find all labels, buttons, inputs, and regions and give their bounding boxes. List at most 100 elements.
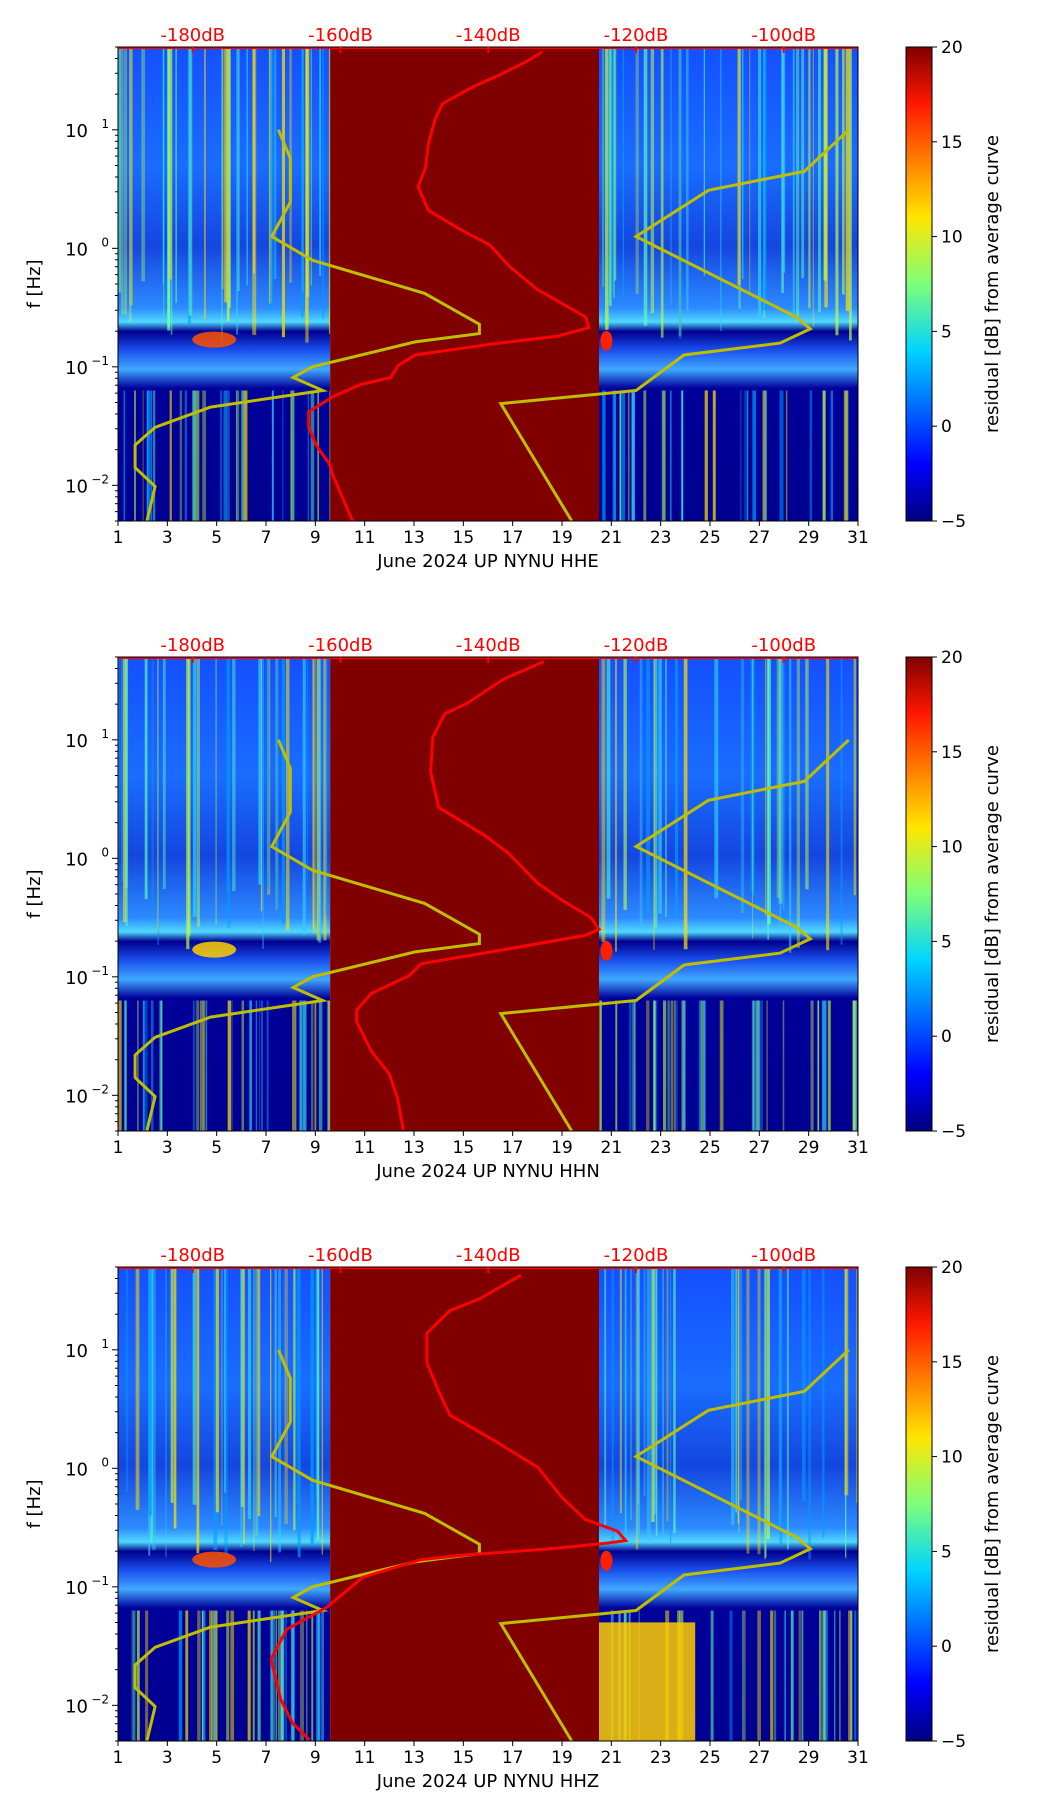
y-tick-exponent: −2 bbox=[91, 1692, 109, 1706]
spectrogram-streak bbox=[643, 47, 648, 326]
x-tick-label: 21 bbox=[601, 528, 623, 548]
y-tick-label: 10 bbox=[65, 239, 88, 260]
spectrogram-streak bbox=[661, 390, 663, 521]
spectrogram-streak bbox=[609, 47, 612, 306]
x-tick-label: 23 bbox=[650, 1138, 672, 1158]
spectrogram-streak bbox=[681, 390, 684, 521]
spectrogram-streak bbox=[792, 47, 795, 316]
spectrogram-streak bbox=[144, 1000, 148, 1131]
y-tick-label: 10 bbox=[65, 1578, 88, 1599]
spectrogram-streak bbox=[257, 1610, 261, 1741]
spectrogram-streak bbox=[853, 1000, 856, 1131]
x-tick-label: 19 bbox=[551, 1748, 573, 1768]
spectrogram-streak bbox=[646, 1000, 650, 1131]
spectrogram-streak bbox=[148, 1267, 153, 1516]
x-tick-label: 29 bbox=[798, 1138, 820, 1158]
x-tick-label: 27 bbox=[749, 528, 771, 548]
spectrogram-streak bbox=[662, 390, 666, 521]
spectrogram-streak bbox=[822, 1000, 827, 1131]
spectrogram-streak bbox=[142, 390, 144, 521]
spectrogram-streak bbox=[141, 47, 144, 278]
spectrogram-streak bbox=[602, 47, 605, 287]
plot-area bbox=[118, 47, 858, 521]
spectrogram-streak bbox=[262, 657, 264, 949]
colorbar-tick-label: 0 bbox=[941, 417, 952, 437]
spectrogram-streak bbox=[714, 657, 719, 899]
x-tick-label: 17 bbox=[502, 1138, 524, 1158]
spectrogram-streak bbox=[853, 657, 857, 896]
x-tick-label: 21 bbox=[601, 1138, 623, 1158]
spectrogram-streak bbox=[142, 1000, 145, 1131]
spectrogram-streak bbox=[299, 1610, 304, 1741]
spectrogram-streak bbox=[630, 1267, 632, 1520]
spectrogram-streak bbox=[157, 657, 159, 946]
y-tick-exponent: 1 bbox=[101, 1337, 109, 1351]
x-tick-label: 21 bbox=[601, 1748, 623, 1768]
spectrogram-streak bbox=[216, 1610, 218, 1741]
spectrogram-streak bbox=[665, 657, 667, 917]
spectrogram-streak bbox=[658, 657, 662, 914]
spectrogram-streak bbox=[221, 47, 224, 289]
spectrogram-streak bbox=[227, 1000, 232, 1131]
spectrogram-streak bbox=[310, 390, 315, 521]
y-axis-label: f [Hz] bbox=[24, 869, 45, 918]
spectrogram-streak bbox=[226, 657, 230, 893]
spectrogram-streak bbox=[129, 47, 132, 322]
spectrogram-streak bbox=[613, 390, 617, 521]
spectrogram-streak bbox=[739, 1267, 743, 1500]
spectrogram-streak bbox=[700, 1000, 705, 1131]
y-tick-label: 10 bbox=[65, 476, 88, 497]
spectrogram-streak bbox=[614, 47, 617, 281]
spectrogram-streak bbox=[292, 1000, 295, 1131]
spectrogram-streak bbox=[223, 1267, 227, 1493]
spectrogram-streak bbox=[801, 1610, 804, 1741]
spectrogram-streak bbox=[606, 657, 611, 899]
spectrogram-streak bbox=[235, 390, 238, 521]
spectrogram-streak bbox=[761, 1000, 763, 1131]
spectrogram-streak bbox=[633, 1000, 636, 1131]
spectrogram-streak bbox=[779, 657, 782, 930]
x-tick-label: 1 bbox=[113, 528, 124, 548]
spectrogram-streak bbox=[205, 1000, 208, 1131]
y-tick-exponent: 0 bbox=[101, 845, 109, 859]
top-tick-label: -140dB bbox=[456, 635, 521, 656]
spectrogram-streak bbox=[236, 390, 240, 521]
spectrogram-streak bbox=[744, 390, 748, 521]
spectrogram-streak bbox=[646, 657, 650, 915]
colorbar-tick-label: 5 bbox=[941, 1542, 952, 1562]
top-tick-label: -180dB bbox=[160, 635, 225, 656]
spectrogram-streak bbox=[145, 1610, 149, 1741]
high-noise-model-line bbox=[498, 1348, 850, 1741]
spectrogram-streak bbox=[197, 1000, 199, 1131]
spectrogram-streak bbox=[740, 390, 742, 521]
spectrogram-streak bbox=[314, 1000, 317, 1131]
spectrogram-streak bbox=[199, 1000, 202, 1131]
spectrogram-streak bbox=[328, 47, 331, 335]
spectrogram-streak bbox=[746, 1267, 750, 1554]
spectrogram-streak bbox=[232, 657, 236, 892]
spectrogram-streak bbox=[788, 657, 792, 953]
spectrogram-streak bbox=[178, 1610, 183, 1741]
colorbar-label: residual [dB] from average curve bbox=[982, 135, 1003, 433]
x-tick-label: 9 bbox=[310, 528, 321, 548]
spectrogram-streak bbox=[675, 1000, 678, 1131]
spectrogram-streak bbox=[637, 1267, 641, 1538]
spectrogram-streak bbox=[165, 1267, 167, 1557]
spectrogram-streak bbox=[125, 657, 129, 927]
spectrogram-hotspot bbox=[192, 331, 237, 348]
spectrogram-streak bbox=[818, 1610, 822, 1741]
spectrogram-hotspot bbox=[600, 940, 613, 961]
spectrogram-streak bbox=[167, 47, 171, 331]
spectrogram-streak bbox=[779, 1267, 783, 1544]
plot-area bbox=[118, 1267, 858, 1741]
spectrogram-streak bbox=[224, 1267, 228, 1556]
spectrogram-streak bbox=[255, 1267, 259, 1536]
x-tick-label: 5 bbox=[211, 1138, 222, 1158]
top-tick-label: -160dB bbox=[308, 635, 373, 656]
spectrogram-streak bbox=[195, 1000, 197, 1131]
spectrogram-streak bbox=[653, 1267, 657, 1515]
spectrogram-streak bbox=[604, 1267, 607, 1526]
spectrogram-streak bbox=[840, 657, 843, 945]
spectrogram-streak bbox=[678, 47, 682, 339]
y-axis-label: f [Hz] bbox=[24, 259, 45, 308]
